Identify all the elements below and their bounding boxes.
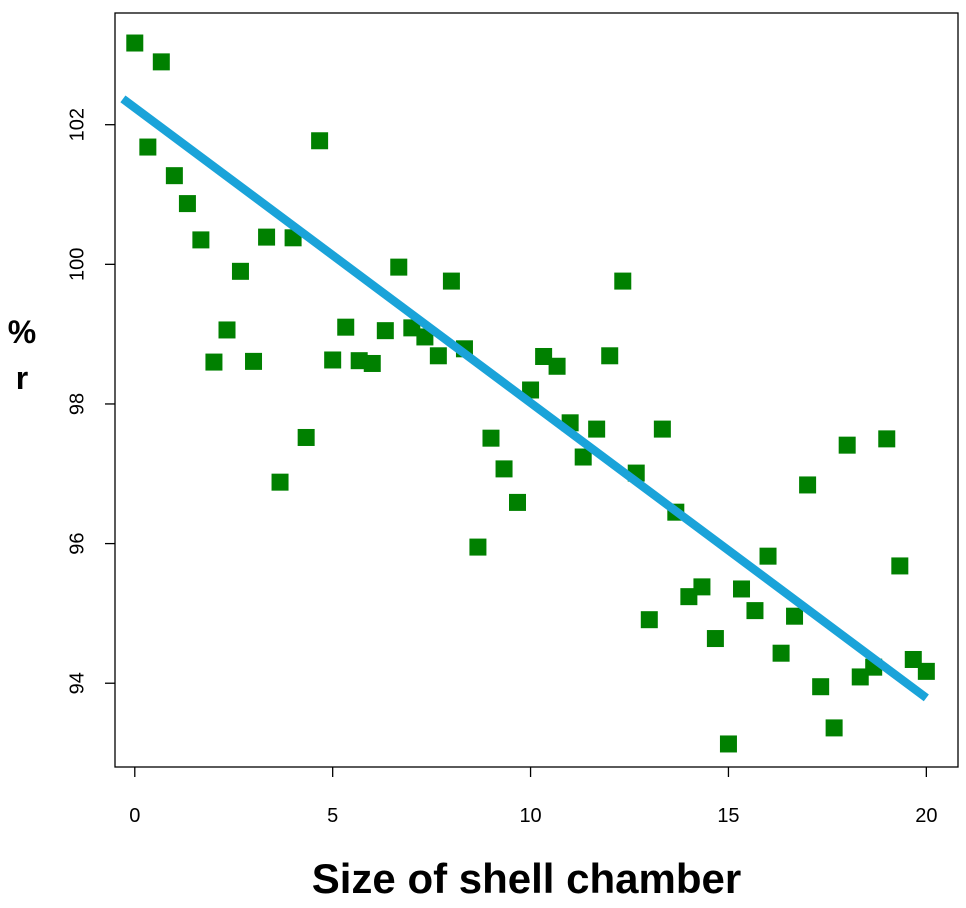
data-point [891, 557, 909, 575]
x-tick-label: 5 [327, 805, 338, 827]
data-point [772, 644, 790, 662]
data-point [719, 735, 737, 753]
data-point [733, 580, 751, 598]
data-point [258, 228, 276, 246]
data-point [178, 195, 196, 213]
y-tick-label: 94 [66, 672, 88, 694]
data-point [904, 650, 922, 668]
data-point [680, 588, 698, 606]
data-point [614, 272, 632, 290]
data-point [746, 602, 764, 620]
data-point [693, 578, 711, 596]
x-tick-label: 10 [519, 805, 541, 827]
data-point [535, 347, 553, 365]
data-point [482, 429, 500, 447]
data-point [799, 476, 817, 494]
data-point [588, 420, 606, 438]
data-point [825, 719, 843, 737]
x-axis-label: Size of shell chamber [312, 855, 741, 902]
data-point [271, 473, 289, 491]
data-point [297, 428, 315, 446]
data-point [416, 328, 434, 346]
y-axis: 94 96 98 100 102 [66, 108, 115, 694]
data-point [706, 630, 724, 648]
data-point [231, 262, 249, 280]
data-point [192, 231, 210, 249]
data-point [376, 322, 394, 340]
data-point [653, 420, 671, 438]
data-point [363, 354, 381, 372]
data-point [640, 611, 658, 629]
data-point [851, 668, 869, 686]
x-tick-label: 0 [129, 805, 140, 827]
data-point [495, 460, 513, 478]
y-axis-label-line-2: r [16, 360, 28, 396]
data-point [601, 347, 619, 365]
data-point [390, 258, 408, 276]
data-point [917, 662, 935, 680]
data-point [165, 167, 183, 185]
data-point [205, 353, 223, 371]
data-point [245, 352, 263, 370]
y-tick-label: 100 [66, 248, 88, 281]
data-point [878, 430, 896, 448]
x-tick-label: 15 [717, 805, 739, 827]
data-point [337, 318, 355, 336]
data-point [522, 381, 540, 399]
data-point [324, 351, 342, 369]
data-point [403, 319, 421, 337]
data-points [126, 34, 935, 753]
data-point [838, 436, 856, 454]
data-point [429, 347, 447, 365]
y-tick-label: 98 [66, 393, 88, 415]
data-point [786, 607, 804, 625]
data-point [812, 678, 830, 696]
data-point [218, 321, 236, 339]
plot-frame [114, 12, 959, 768]
data-point [311, 132, 329, 150]
x-tick-label: 20 [915, 805, 937, 827]
data-point [442, 272, 460, 290]
data-point [759, 547, 777, 565]
data-point [126, 34, 144, 52]
data-point [509, 493, 527, 511]
data-point [350, 352, 368, 370]
x-axis: 0 5 10 15 20 [129, 767, 937, 827]
trend-line-group [120, 95, 929, 702]
y-axis-label-line-1: % [8, 314, 36, 350]
y-tick-label: 102 [66, 108, 88, 141]
data-point [152, 53, 170, 71]
y-tick-label: 96 [66, 532, 88, 554]
data-point [548, 357, 566, 375]
data-point [574, 448, 592, 466]
data-point [469, 538, 487, 556]
data-point [139, 138, 157, 156]
trend-line [120, 95, 929, 702]
